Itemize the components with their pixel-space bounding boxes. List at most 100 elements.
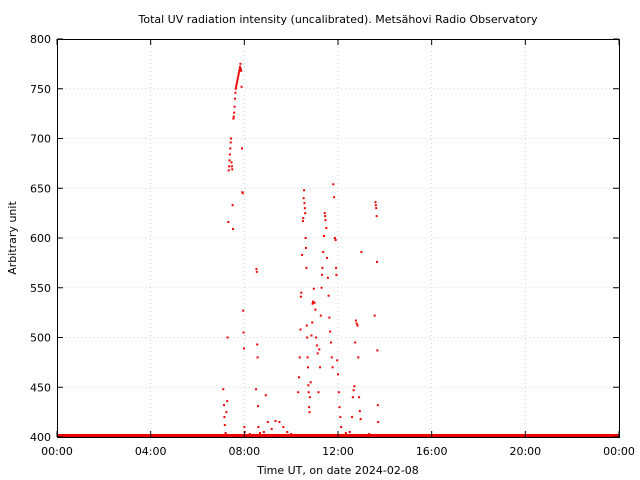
data-point	[233, 105, 236, 108]
data-point	[325, 227, 328, 230]
data-point	[306, 356, 309, 359]
y-tick-label: 650	[30, 182, 51, 195]
data-point	[348, 431, 351, 434]
data-point	[232, 228, 235, 231]
data-point	[305, 324, 308, 327]
data-point	[242, 309, 245, 312]
data-point	[375, 207, 378, 210]
data-point	[233, 97, 236, 100]
y-tick-label: 450	[30, 381, 51, 394]
data-point	[300, 291, 303, 294]
data-point	[333, 196, 336, 199]
data-point	[301, 253, 304, 256]
data-point	[240, 147, 243, 150]
data-point	[329, 330, 332, 333]
data-point	[333, 237, 336, 239]
data-point	[335, 266, 338, 269]
data-point	[308, 396, 311, 399]
data-point	[358, 396, 361, 399]
data-point	[320, 286, 323, 289]
data-point	[317, 391, 320, 394]
data-point	[282, 426, 285, 429]
data-point	[313, 301, 316, 304]
data-point	[351, 396, 354, 399]
data-point	[226, 336, 229, 339]
data-point	[316, 352, 319, 355]
data-point	[334, 238, 337, 241]
data-point	[330, 356, 333, 359]
data-point	[274, 420, 277, 423]
data-point	[304, 237, 307, 239]
data-point	[302, 217, 305, 220]
data-point	[337, 391, 340, 394]
data-point	[335, 273, 338, 276]
data-point	[314, 308, 317, 311]
data-point	[228, 159, 231, 162]
data-point	[230, 165, 233, 168]
data-point	[290, 433, 293, 436]
data-point	[359, 418, 362, 421]
data-point	[243, 426, 246, 429]
data-point	[309, 381, 312, 384]
data-point	[340, 426, 343, 429]
data-point	[239, 62, 242, 65]
data-point	[315, 344, 318, 347]
data-point	[374, 204, 377, 207]
data-point	[223, 404, 226, 407]
data-point	[376, 404, 379, 407]
data-point	[303, 189, 306, 192]
data-point	[230, 137, 233, 140]
data-point	[356, 324, 359, 327]
data-point	[232, 117, 235, 120]
data-point	[351, 416, 354, 419]
data-point	[270, 428, 273, 431]
data-point	[248, 433, 251, 436]
x-tick-label: 00:00	[603, 445, 635, 458]
x-tick-label: 08:00	[228, 445, 260, 458]
data-point	[257, 426, 260, 429]
y-axis: 400 450 500 550 600 650 700 750 800	[30, 33, 619, 444]
data-point	[232, 115, 235, 118]
y-tick-label: 600	[30, 232, 51, 245]
data-point	[262, 431, 265, 434]
data-point	[242, 331, 245, 334]
data-point	[235, 85, 238, 88]
y-tick-label: 500	[30, 332, 51, 345]
data-point	[358, 410, 361, 413]
data-point	[238, 67, 241, 70]
x-tick-label: 12:00	[322, 445, 354, 458]
data-point	[340, 434, 343, 437]
data-point	[344, 432, 347, 435]
data-point	[377, 421, 380, 424]
data-point	[256, 405, 259, 408]
x-tick-label: 16:00	[416, 445, 448, 458]
data-point	[234, 91, 237, 94]
data-point	[255, 270, 258, 273]
data-point	[247, 434, 250, 437]
data-point	[255, 388, 258, 391]
data-point	[237, 73, 240, 76]
data-points	[222, 62, 380, 437]
data-point	[231, 204, 234, 207]
data-point	[231, 168, 234, 171]
data-point	[324, 219, 327, 222]
data-point	[326, 256, 329, 259]
data-point	[294, 434, 297, 437]
data-point	[376, 349, 379, 352]
data-point	[223, 416, 226, 419]
data-point	[226, 400, 229, 403]
data-point	[266, 421, 269, 424]
data-point	[322, 235, 325, 238]
data-point	[368, 433, 371, 436]
data-point	[376, 260, 379, 263]
data-point	[255, 267, 258, 270]
data-point	[258, 432, 261, 435]
data-point	[324, 215, 327, 218]
data-point	[297, 391, 300, 394]
data-point	[318, 348, 321, 351]
data-point	[375, 215, 378, 218]
x-tick-label: 20:00	[509, 445, 541, 458]
data-point	[323, 212, 326, 215]
data-point	[233, 111, 236, 114]
